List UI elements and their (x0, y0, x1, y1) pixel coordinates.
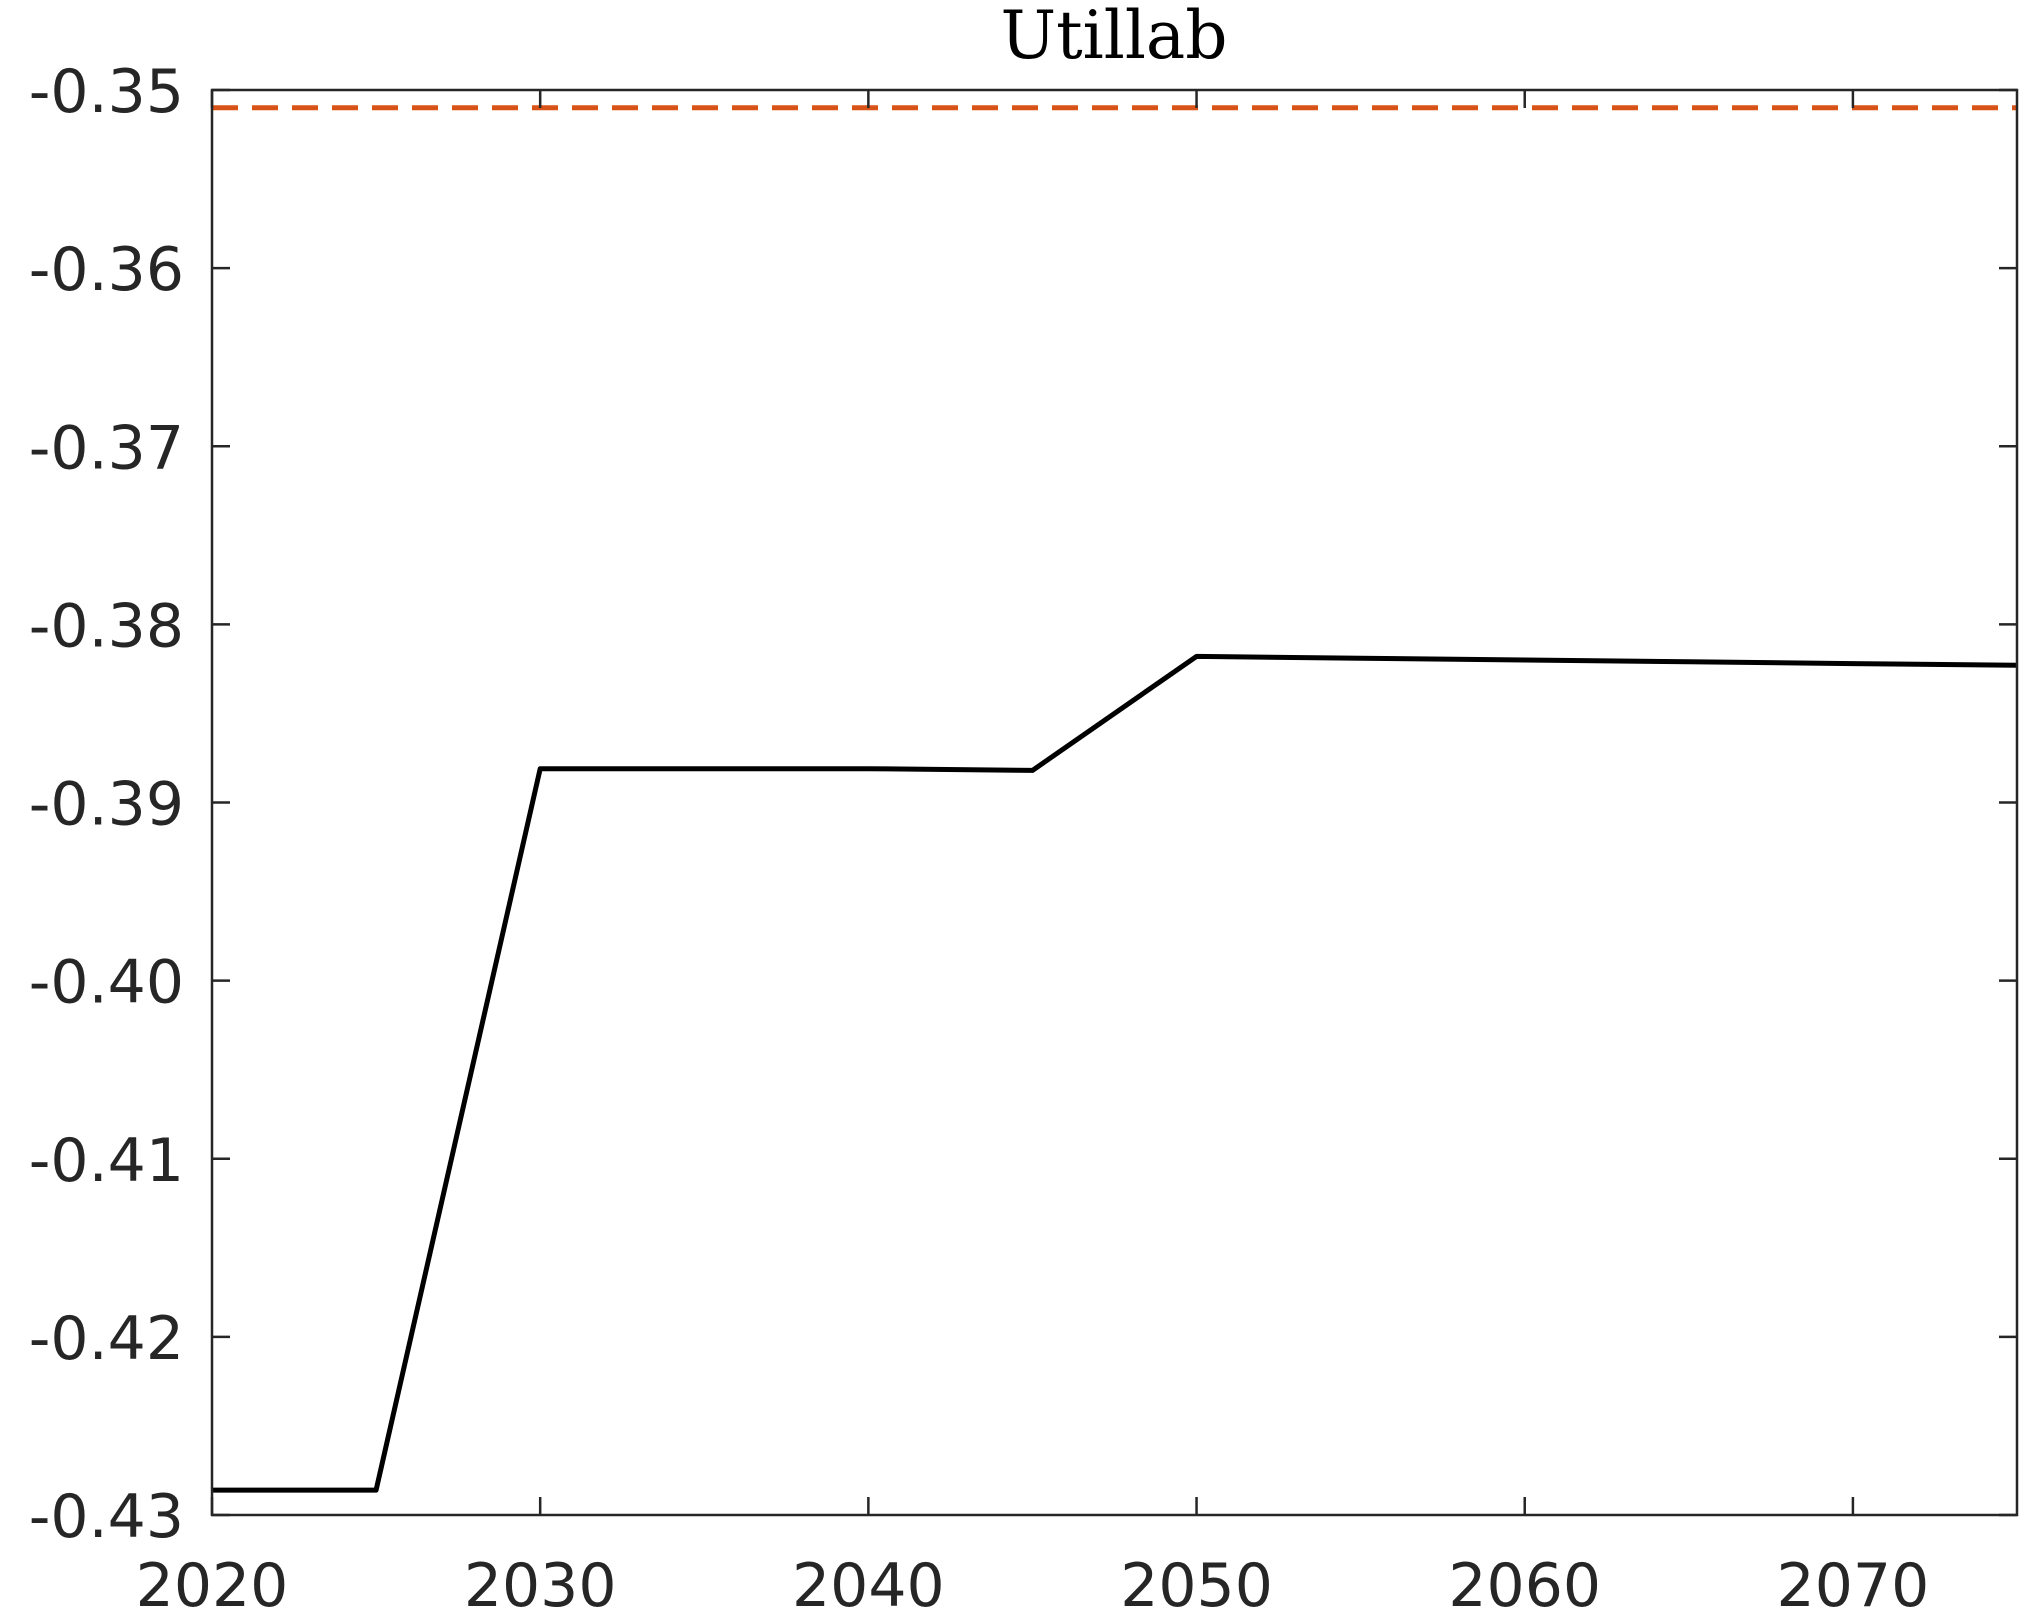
chart-title: Utillab (1000, 0, 1227, 74)
y-tick-label: -0.37 (29, 413, 184, 483)
y-tick-label: -0.43 (29, 1482, 184, 1552)
series-line-solid (212, 653, 2018, 1493)
tick-layer: 2020 2030 2040 2050 2060 2070 -0.43 -0.42 -0.41 -… (29, 57, 2017, 1613)
x-tick-label: 2050 (1120, 1551, 1273, 1613)
y-tick-label: -0.38 (29, 591, 184, 661)
y-tick-label: -0.42 (29, 1304, 184, 1374)
x-tick-label: 2070 (1777, 1551, 1930, 1613)
x-tick-label: 2060 (1448, 1551, 1601, 1613)
x-tick-label: 2030 (464, 1551, 617, 1613)
series-layer (212, 105, 2018, 1493)
y-tick-label: -0.40 (29, 948, 184, 1018)
y-tick-label: -0.41 (29, 1126, 184, 1196)
y-tick-label: -0.36 (29, 235, 184, 305)
x-tick-label: 2040 (792, 1551, 945, 1613)
plot-area (212, 90, 2017, 1515)
x-tick-label: 2020 (136, 1551, 289, 1613)
y-tick-label: -0.35 (29, 57, 184, 127)
y-tick-label: -0.39 (29, 770, 184, 840)
